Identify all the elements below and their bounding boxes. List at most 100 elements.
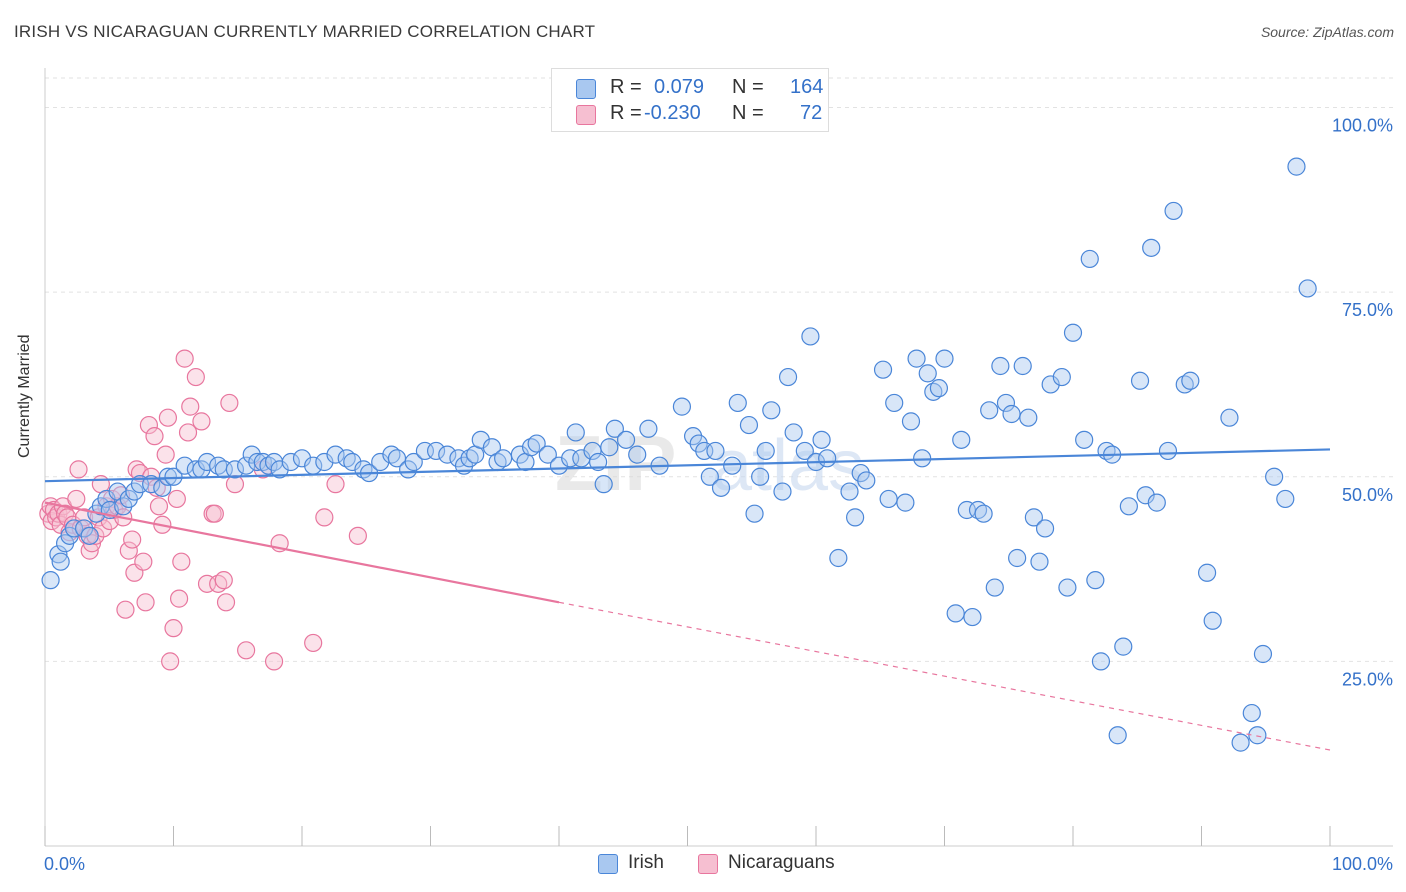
nicaraguan-point [119,541,138,560]
irish-point [1063,323,1083,342]
irish-point [818,449,837,468]
irish-point [1164,201,1183,221]
irish-point [600,438,619,457]
irish-point [404,452,423,472]
nicaraguan-point [86,526,105,545]
irish-point [929,379,949,398]
irish-point [1220,408,1239,427]
correlation-legend: R = 0.079 N = 164 R = -0.230 N = 72 [551,68,829,132]
bottom-irish-swatch [598,854,618,874]
irish-point [41,571,60,590]
irish-point [1231,733,1250,752]
nicaraguan-point [136,593,155,612]
irish-point [1080,249,1099,269]
irish-n-label: N = [732,76,764,98]
nicaraguan-point [192,412,211,431]
nicaraguan-point [158,408,178,427]
irish-point [197,452,217,472]
irish-point [1253,644,1273,664]
irish-point [639,419,658,438]
irish-point [879,489,898,509]
irish-point [1002,404,1021,424]
irish-point [963,607,982,627]
nicaraguan-point [123,530,142,549]
irish-point [829,548,848,568]
gridlines [45,77,1393,662]
irish-point [812,430,831,449]
nicaraguan-point [304,633,323,653]
nicaraguan-r-label: R = [610,102,642,124]
irish-point [1030,552,1049,571]
irish-point [97,489,116,509]
nicaraguan-point [220,393,239,413]
irish-point [1158,441,1178,461]
irish-point [700,467,719,486]
y-tick-label: 50.0% [1342,485,1393,505]
irish-point [1142,238,1161,257]
irish-point [549,456,569,475]
nicaraguan-point [186,367,205,387]
irish-point [628,445,647,464]
irish-point [292,449,312,468]
irish-point [538,445,557,464]
irish-point [281,452,300,472]
irish-point [1008,548,1027,568]
irish-point [952,430,971,449]
irish-point [315,452,334,472]
irish-point [728,393,747,413]
irish-point [1108,726,1127,745]
nicaraguan-point [264,652,284,671]
irish-point [985,578,1004,597]
irish-point [885,393,904,413]
nicaraguan-point [178,423,198,442]
irish-point [907,349,926,368]
irish-point [158,467,178,486]
irish-point [1041,375,1060,394]
watermark-zip: ZIP [555,419,676,507]
irish-point [594,475,613,494]
irish-point [471,430,490,449]
nicaraguan-point [139,415,159,435]
irish-point [873,360,893,379]
irish-point [795,441,814,461]
nicaraguan-point [214,571,233,590]
nicaraguan-point [69,460,88,479]
nicaraguan-point [164,619,183,638]
irish-point [784,423,803,442]
irish-point [723,456,742,475]
x-tick-label-max: 100.0% [1332,854,1393,874]
irish-point [996,393,1016,413]
nicaraguan-point [348,526,367,545]
irish-point [980,401,999,420]
irish-points [41,157,1317,752]
source-label: Source: ZipAtlas.com [1260,24,1394,40]
irish-point [64,519,84,538]
nicaraguan-point [315,508,334,527]
irish-point [494,449,513,468]
nicaraguan-point [172,552,191,571]
watermark: ZIP atlas [555,419,864,507]
irish-point [616,430,636,449]
irish-r-label: R = [610,76,642,98]
irish-point [739,415,759,435]
irish-point [778,367,798,387]
nicaraguan-point [149,497,169,516]
irish-point [1052,367,1071,387]
irish-point [80,526,99,545]
nicaraguan-point [216,593,236,612]
nicaraguan-point [116,600,135,619]
irish-point [1035,519,1055,538]
irish-point [566,423,585,442]
irish-point [1248,726,1267,745]
x-tick-label-min: 0.0% [44,854,85,874]
nicaraguan-point [205,504,224,523]
irish-swatch [576,79,596,99]
y-tick-label: 75.0% [1342,300,1393,320]
nicaraguan-trend-extension [558,601,1331,751]
irish-point [946,604,965,623]
irish-point [901,412,921,431]
irish-point [974,504,993,523]
irish-point [1114,637,1133,656]
irish-point [605,419,624,438]
irish-point [1019,408,1038,427]
